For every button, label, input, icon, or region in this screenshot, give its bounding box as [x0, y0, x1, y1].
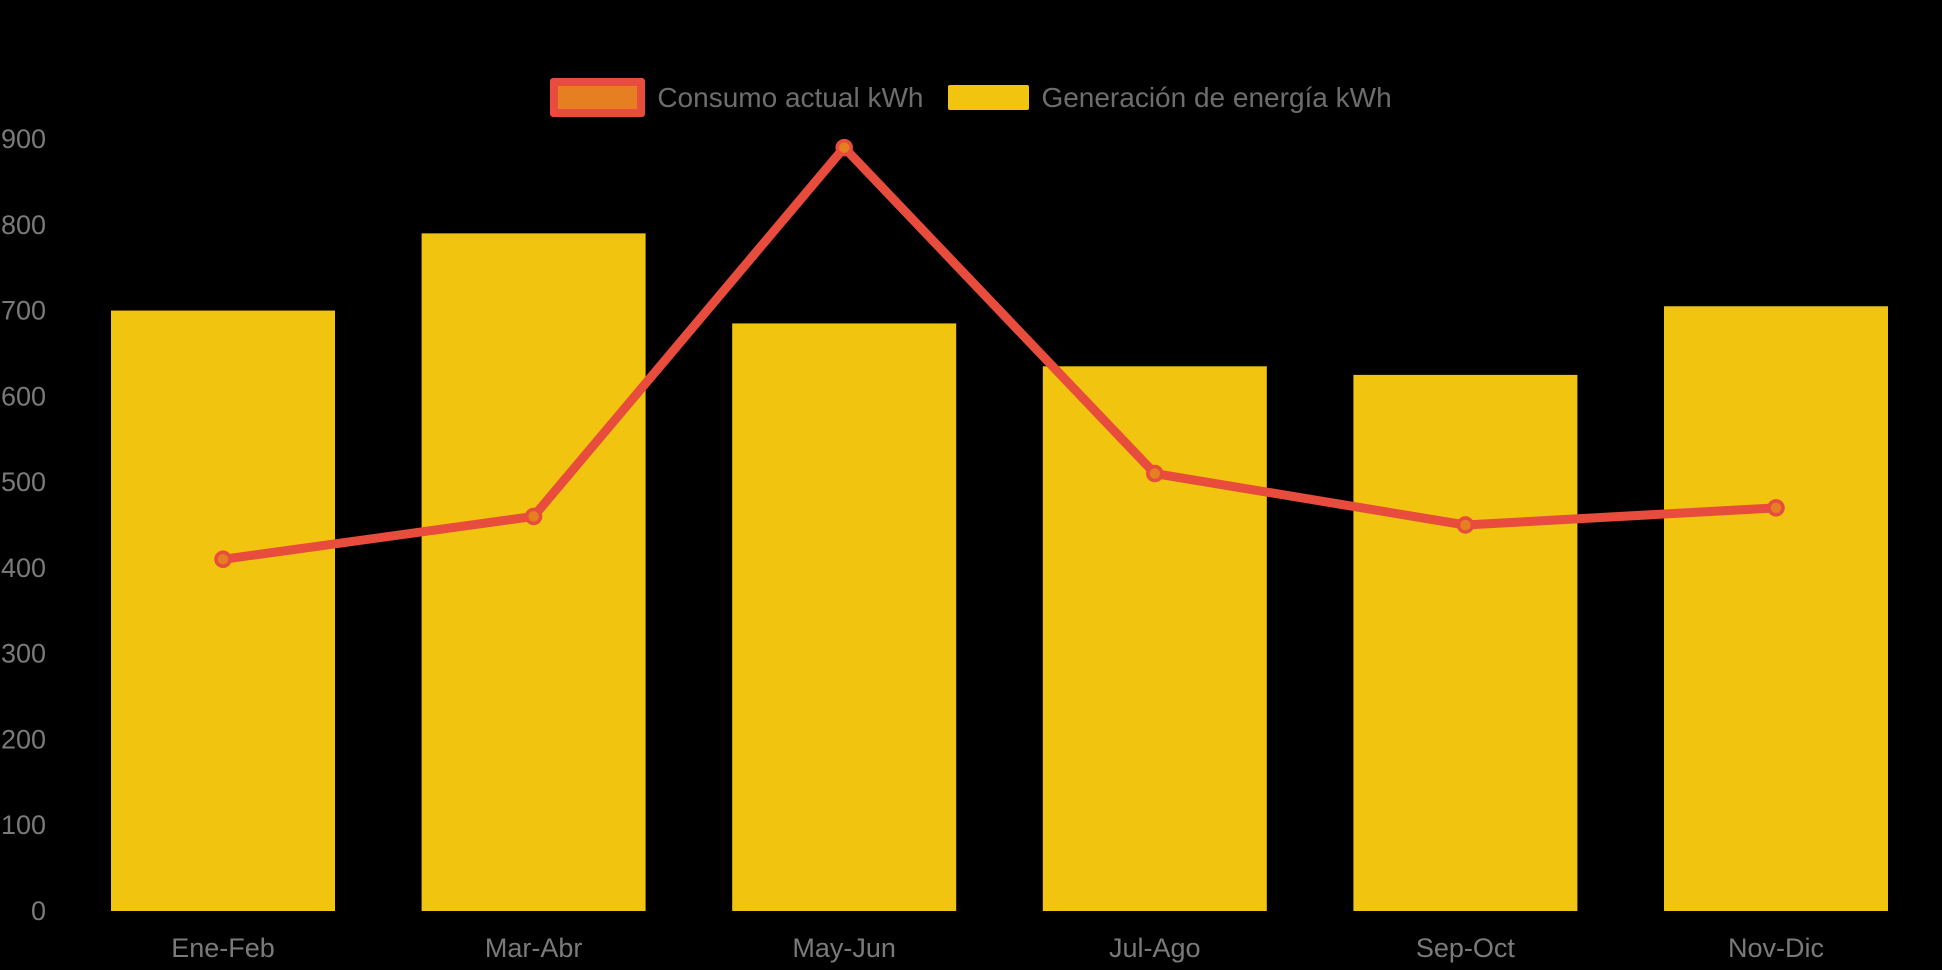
y-tick-label-600: 600: [1, 381, 46, 411]
x-axis-labels: Ene-Feb Mar-Abr May-Jun Jul-Ago Sep-Oct Nov-D…: [171, 933, 1824, 963]
consumption-line: [218, 143, 1781, 564]
y-tick-label-100: 100: [1, 810, 46, 840]
bar-series: [111, 233, 1888, 911]
y-tick-label-400: 400: [1, 553, 46, 583]
chart-legend: Consumo actual kWh Generación de energía…: [0, 78, 1942, 117]
generacion-legend-swatch: [948, 85, 1030, 110]
line-point-mar-abr[interactable]: [524, 507, 543, 526]
y-tick-label-800: 800: [1, 210, 46, 240]
bar-jul-ago[interactable]: [1042, 366, 1267, 911]
line-point-ene-feb[interactable]: [214, 550, 232, 569]
generacion-legend-label: Generación de energía kWh: [1041, 81, 1392, 113]
x-tick-label-nov-dic: Nov-Dic: [1728, 933, 1824, 963]
y-tick-label-500: 500: [1, 467, 46, 497]
bar-sep-oct[interactable]: [1353, 374, 1578, 911]
consumo-legend-label: Consumo actual kWh: [657, 81, 924, 113]
legend-item-consumo[interactable]: Consumo actual kWh: [550, 78, 923, 117]
x-tick-label-mar-abr: Mar-Abr: [485, 933, 583, 963]
y-tick-label-900: 900: [1, 124, 46, 154]
line-series: [214, 138, 1785, 569]
x-tick-label-sep-oct: Sep-Oct: [1416, 933, 1516, 963]
consumo-legend-swatch: [550, 78, 646, 117]
bar-mar-abr[interactable]: [421, 233, 646, 911]
line-point-nov-dic[interactable]: [1767, 499, 1785, 517]
x-tick-label-may-jun: May-Jun: [792, 933, 896, 963]
y-tick-label-300: 300: [1, 639, 46, 669]
y-tick-label-700: 700: [1, 296, 46, 326]
bar-may-jun[interactable]: [732, 323, 957, 911]
line-point-may-jun[interactable]: [835, 138, 853, 157]
legend-item-generacion[interactable]: Generación de energía kWh: [948, 81, 1392, 113]
x-tick-label-ene-feb: Ene-Feb: [171, 933, 275, 963]
bar-ene-feb[interactable]: [111, 310, 335, 911]
bar-nov-dic[interactable]: [1664, 306, 1888, 911]
y-tick-label-0: 0: [31, 896, 46, 926]
y-axis-labels: 0 100 200 300 400 500 600 700 800 900: [1, 124, 46, 926]
line-point-jul-ago[interactable]: [1146, 464, 1164, 483]
x-tick-label-jul-ago: Jul-Ago: [1109, 933, 1201, 963]
y-tick-label-200: 200: [1, 724, 46, 754]
line-point-sep-oct[interactable]: [1456, 516, 1475, 534]
